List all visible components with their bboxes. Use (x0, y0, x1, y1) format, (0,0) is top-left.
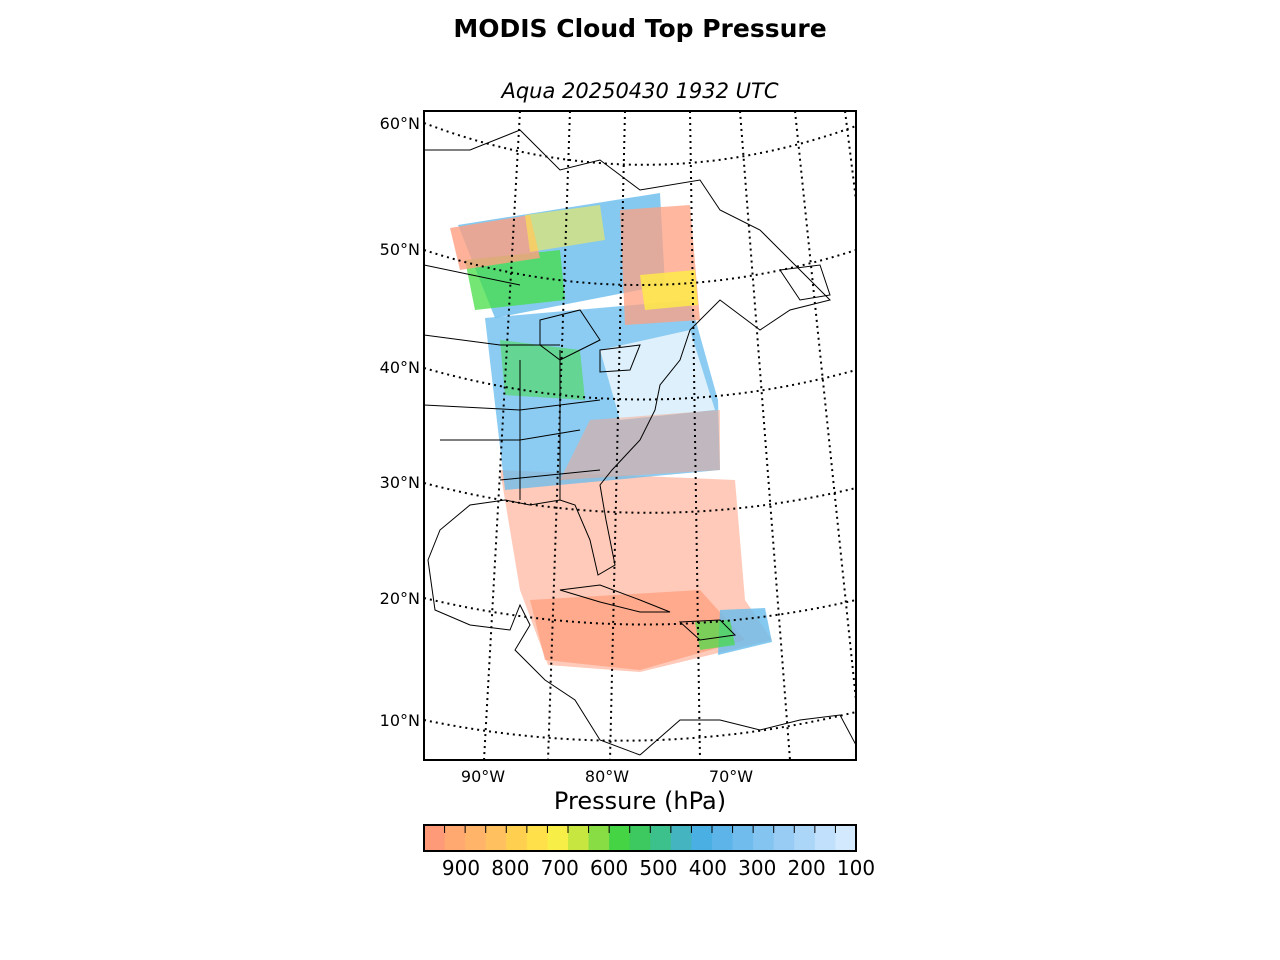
graticule (424, 111, 856, 760)
lon-label-90w: 90°W (460, 767, 506, 786)
colorbar-segment (835, 825, 857, 851)
hispaniola-coastline (678, 619, 737, 641)
cloud-swath (450, 193, 772, 672)
colorbar-segment (670, 825, 692, 851)
cuba-coastline (559, 584, 671, 613)
meridian-60w (689, 111, 701, 760)
colorbar-tick-label: 400 (688, 856, 727, 880)
colorbar-segment (568, 825, 590, 851)
north-america-east-coast (424, 129, 831, 756)
colorbar (424, 825, 857, 851)
map-title: MODIS Cloud Top Pressure (453, 14, 827, 43)
meridian-80w (547, 111, 571, 760)
colorbar-tick-label: 700 (540, 856, 579, 880)
colorbar-segment (629, 825, 651, 851)
lat-label-40n: 40°N (379, 358, 420, 377)
lon-label-70w: 70°W (708, 767, 754, 786)
colorbar-segment (485, 825, 507, 851)
map-area (424, 111, 856, 760)
map-subtitle: Aqua 20250430 1932 UTC (501, 79, 779, 103)
lat-label-30n: 30°N (379, 473, 420, 492)
meridian-70w (609, 111, 626, 760)
lat-label-10n: 10°N (379, 711, 420, 730)
lon-label-80w: 80°W (584, 767, 630, 786)
swath-mid-cloud-caribbean (695, 620, 735, 650)
colorbar-segment (753, 825, 775, 851)
parallel-30n (424, 482, 856, 514)
colorbar-segment (506, 825, 528, 851)
colorbar-segment (794, 825, 816, 851)
colorbar-segment (712, 825, 734, 851)
swath-north-low (450, 215, 540, 270)
colorbar-segment (609, 825, 631, 851)
lat-label-60n: 60°N (379, 114, 420, 133)
colorbar-tick-label: 500 (639, 856, 678, 880)
swath-low-cloud-caribbean (530, 590, 745, 670)
colorbar-segment (588, 825, 610, 851)
parallel-10n (424, 711, 856, 742)
parallel-40n (424, 367, 856, 401)
colorbar-tick-label: 100 (836, 856, 876, 880)
colorbar-segment (773, 825, 795, 851)
colorbar-segment (691, 825, 713, 851)
colorbar-tick-label: 300 (738, 856, 777, 880)
colorbar-segment (732, 825, 754, 851)
colorbar-label: Pressure (hPa) (553, 787, 727, 815)
map-frame (423, 110, 857, 761)
meridian-90w (483, 111, 521, 760)
colorbar-segment (814, 825, 836, 851)
parallel-60n (424, 122, 856, 166)
meridian-30w (844, 111, 856, 201)
newfoundland-coast (779, 264, 831, 301)
colorbar-tick-label: 900 (441, 856, 481, 880)
great-lakes (539, 309, 641, 373)
meridian-50w (739, 111, 791, 760)
swath-mid-cloud-lakes (500, 340, 585, 400)
colorbar-segment (444, 825, 466, 851)
colorbar-tick-label: 200 (787, 856, 826, 880)
colorbar-frame (423, 824, 857, 852)
south-america-coast (639, 714, 856, 756)
lat-label-50n: 50°N (379, 240, 420, 259)
meridian-40w (794, 111, 856, 701)
colorbar-segment (465, 825, 487, 851)
colorbar-segment (650, 825, 672, 851)
colorbar-segment (526, 825, 548, 851)
parallel-50n (424, 249, 856, 286)
colorbar-tick-label: 800 (491, 856, 530, 880)
swath-north-yellow (525, 205, 605, 252)
colorbar-segment (547, 825, 569, 851)
coastlines (424, 129, 856, 756)
lat-label-20n: 20°N (379, 589, 420, 608)
us-state-lines (424, 264, 601, 500)
swath-low-cloud-east (560, 410, 720, 480)
colorbar-tick-label: 600 (590, 856, 629, 880)
colorbar-segment (424, 825, 446, 851)
swath-northeast-yellow (640, 270, 698, 310)
